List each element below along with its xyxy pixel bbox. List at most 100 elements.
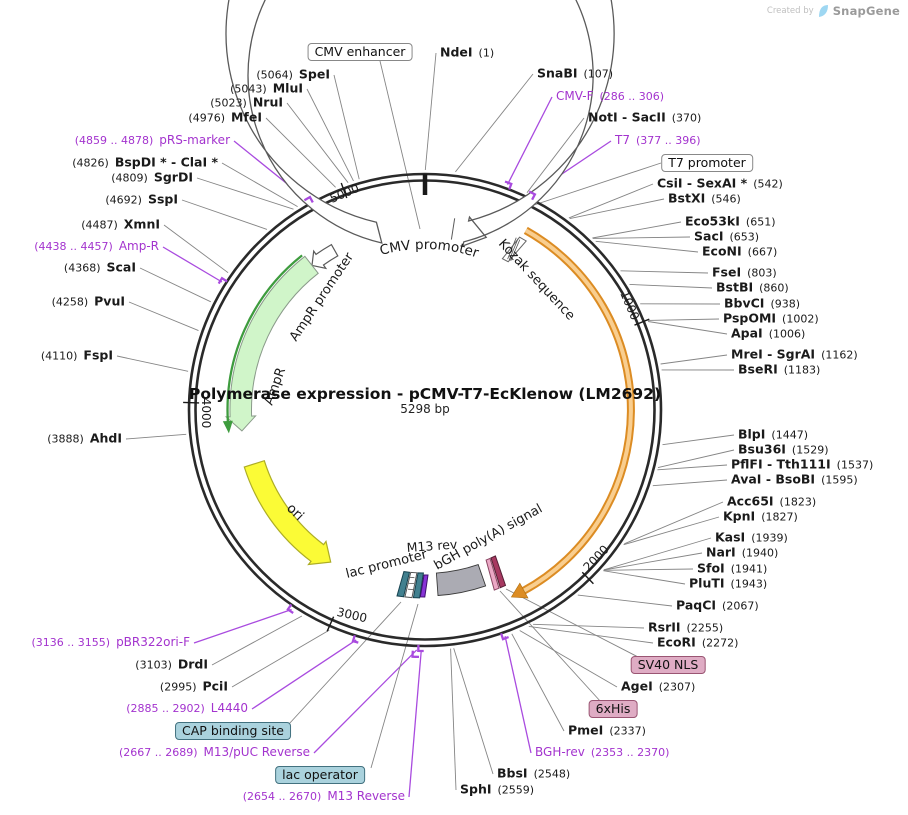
site-label-M13-Reverse[interactable]: (2654 .. 2670) M13 Reverse [242, 789, 405, 803]
site-name: ApaI [731, 325, 763, 341]
site-label-CsiI-SexAI[interactable]: CsiI - SexAI * (542) [657, 176, 783, 190]
site-label-SpeI[interactable]: (5064) SpeI [256, 67, 330, 81]
site-label-XmnI[interactable]: (4487) XmnI [81, 217, 160, 231]
site-label-PciI[interactable]: (2995) PciI [160, 679, 228, 693]
site-label-CMV-F[interactable]: CMV-F (286 .. 306) [556, 88, 664, 103]
feature-m13-rev-block[interactable] [419, 574, 429, 598]
feature-box-cmv-enhancer[interactable]: CMV enhancer [307, 43, 413, 61]
site-position: (5023) [210, 96, 247, 110]
site-label-PflFI-Tth111I[interactable]: PflFI - Tth111I (1537) [731, 457, 873, 471]
site-name: MfeI [230, 109, 262, 125]
site-label-ScaI[interactable]: (4368) ScaI [64, 260, 136, 274]
site-label-PmeI[interactable]: PmeI (2337) [568, 723, 646, 737]
site-label-BstXI[interactable]: BstXI (546) [668, 191, 741, 205]
feature-cmv-promoter-arrow[interactable] [225, 0, 615, 247]
feature-box-cap-binding-site[interactable]: CAP binding site [175, 722, 291, 740]
site-position: (4809) [111, 171, 148, 185]
feature-kozak-box[interactable] [501, 236, 527, 263]
site-label-L4440[interactable]: (2885 .. 2902) L4440 [126, 701, 248, 715]
site-name: CMV-F [556, 88, 594, 103]
site-position: (2667 .. 2689) [118, 745, 198, 759]
site-position: (5043) [230, 82, 267, 96]
site-label-SspI[interactable]: (4692) SspI [105, 192, 178, 206]
site-label-NarI[interactable]: NarI (1940) [706, 545, 778, 559]
site-position: (4487) [81, 218, 118, 232]
site-label-Amp-R[interactable]: (4438 .. 4457) Amp-R [34, 239, 159, 253]
feature-gene-arc[interactable] [510, 582, 529, 599]
site-label-KasI[interactable]: KasI (1939) [715, 530, 788, 544]
site-label-SfoI[interactable]: SfoI (1941) [697, 561, 767, 575]
site-label-DrdI[interactable]: (3103) DrdI [135, 657, 208, 671]
feature-label-m13-rev[interactable]: M13 rev [406, 536, 458, 555]
site-label-FseI[interactable]: FseI (803) [712, 265, 777, 279]
site-label-NruI[interactable]: (5023) NruI [210, 95, 283, 109]
site-label-AhdI[interactable]: (3888) AhdI [47, 431, 122, 445]
site-label-BseRI[interactable]: BseRI (1183) [738, 362, 820, 376]
site-label-BGH-rev[interactable]: BGH-rev (2353 .. 2370) [535, 745, 669, 759]
feature-box-6xhis[interactable]: 6xHis [588, 700, 638, 718]
snapgene-logo-icon [818, 5, 828, 17]
site-position: (2255) [686, 621, 724, 635]
site-label-ApaI[interactable]: ApaI (1006) [731, 326, 805, 340]
site-label-BbsI[interactable]: BbsI (2548) [497, 766, 570, 780]
site-label-KpnI[interactable]: KpnI (1827) [723, 509, 798, 523]
site-label-PspOMI[interactable]: PspOMI (1002) [723, 311, 819, 325]
site-label-PvuI[interactable]: (4258) PvuI [52, 294, 125, 308]
feature-lac-promoter-block[interactable] [404, 571, 418, 599]
site-label-MluI[interactable]: (5043) MluI [230, 81, 303, 95]
site-name: NarI [706, 544, 736, 560]
site-label-BbvCI[interactable]: BbvCI (938) [724, 296, 800, 310]
site-position: (2559) [497, 783, 535, 797]
feature-box-lac-operator[interactable]: lac operator [275, 766, 365, 784]
site-label-NdeI[interactable]: NdeI (1) [440, 45, 494, 59]
site-label-MfeI[interactable]: (4976) MfeI [188, 110, 262, 124]
feature-bgh-polya-block[interactable] [435, 564, 487, 596]
site-label-NotI-SacII[interactable]: NotI - SacII (370) [588, 110, 701, 124]
site-position: (370) [671, 111, 702, 125]
site-position: (2654 .. 2670) [242, 789, 322, 803]
site-label-BstBI[interactable]: BstBI (860) [716, 280, 789, 294]
site-label-SacI[interactable]: SacI (653) [694, 229, 759, 243]
feature-sv40-nls-block[interactable] [490, 555, 507, 589]
site-label-SgrDI[interactable]: (4809) SgrDI [111, 170, 193, 184]
feature-ori-arrow[interactable] [243, 459, 332, 566]
site-label-M13-pUC-Reverse[interactable]: (2667 .. 2689) M13/pUC Reverse [118, 745, 310, 759]
site-name: AhdI [89, 430, 122, 446]
site-label-pRS-marker[interactable]: (4859 .. 4878) pRS-marker [75, 133, 230, 147]
site-label-SnaBI[interactable]: SnaBI (107) [537, 66, 613, 80]
site-label-Acc65I[interactable]: Acc65I (1823) [727, 494, 816, 508]
feature-lac-operator-block[interactable] [412, 572, 424, 599]
site-label-EcoRI[interactable]: EcoRI (2272) [657, 635, 738, 649]
site-label-T7[interactable]: T7 (377 .. 396) [615, 133, 701, 147]
feature-label-kozak[interactable]: Kozak sequence [495, 236, 578, 323]
site-name: PvuI [94, 293, 125, 309]
site-label-PaqCI[interactable]: PaqCI (2067) [676, 598, 759, 612]
feature-ampr-arrow[interactable] [224, 255, 319, 432]
site-name: DrdI [177, 656, 208, 672]
site-position: (2307) [658, 680, 696, 694]
site-label-SphI[interactable]: SphI (2559) [460, 782, 534, 796]
feature-6xhis-block[interactable] [485, 557, 500, 591]
site-label-MreI-SgrAI[interactable]: MreI - SgrAI (1162) [731, 347, 858, 361]
site-label-AgeI[interactable]: AgeI (2307) [621, 679, 695, 693]
site-label-Bsu36I[interactable]: Bsu36I (1529) [738, 442, 829, 456]
feature-cap-binding-block[interactable] [396, 571, 411, 598]
site-name: SpeI [298, 66, 330, 82]
site-label-FspI[interactable]: (4110) FspI [41, 348, 113, 362]
site-label-RsrII[interactable]: RsrII (2255) [648, 620, 723, 634]
site-label-pBR322ori-F[interactable]: (3136 .. 3155) pBR322ori-F [32, 635, 191, 649]
site-name: EcoNI [702, 243, 742, 259]
feature-box-t7-promoter[interactable]: T7 promoter [661, 154, 753, 172]
site-label-EcoNI[interactable]: EcoNI (667) [702, 244, 777, 258]
site-position: (1827) [761, 510, 798, 524]
site-label-BspDI-ClaI[interactable]: (4826) BspDI * - ClaI * [72, 155, 218, 169]
site-label-BlpI[interactable]: BlpI (1447) [738, 427, 808, 441]
feature-ampr-promoter-arrow[interactable] [311, 243, 339, 270]
site-label-Eco53kI[interactable]: Eco53kI (651) [685, 214, 776, 228]
site-name: SspI [147, 191, 178, 207]
site-label-AvaI-BsoBI[interactable]: AvaI - BsoBI (1595) [731, 472, 858, 486]
site-label-PluTI[interactable]: PluTI (1943) [689, 576, 767, 590]
feature-box-sv40-nls[interactable]: SV40 NLS [630, 656, 706, 674]
feature-label-cmv-promoter[interactable]: CMV promoter [378, 237, 481, 262]
